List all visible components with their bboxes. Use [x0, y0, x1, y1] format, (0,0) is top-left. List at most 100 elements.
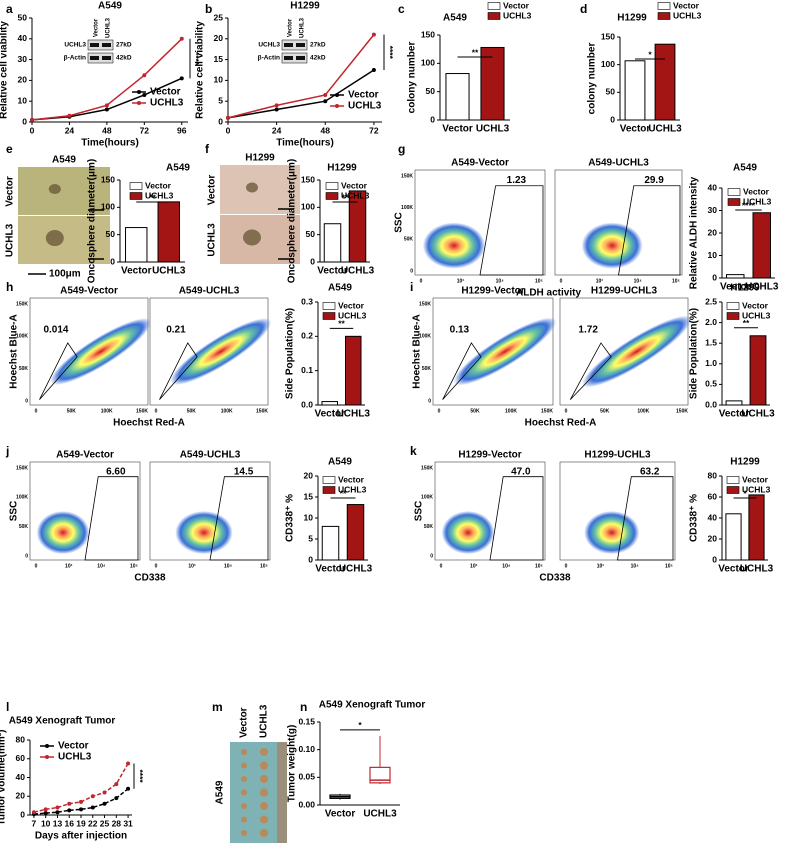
y-tick-label: 100K: [401, 205, 413, 211]
tumor: [260, 802, 268, 810]
band: [90, 56, 99, 60]
y-tick-label: 0.1: [301, 365, 313, 375]
significance: *: [743, 488, 747, 498]
legend-label: UCHL3: [341, 190, 370, 200]
legend-label: UCHL3: [503, 10, 532, 20]
plot-title: A549-UCHL3: [180, 450, 241, 461]
legend-label: Vector: [338, 300, 365, 310]
y-tick-label: 10: [214, 75, 224, 85]
x-tick-label: UCHL3: [648, 124, 682, 135]
y-tick-label: 100: [301, 202, 315, 212]
tumor: [260, 748, 268, 756]
density: [582, 315, 692, 388]
x-tick-label: 10⁵: [535, 563, 544, 569]
y-tick-label: 0.5: [705, 379, 717, 389]
blot-row-label: β-Actin: [258, 55, 280, 62]
plot-title: A549-UCHL3: [179, 286, 240, 297]
density: [170, 318, 272, 385]
x-tick-label: 0: [155, 563, 158, 569]
y-tick-label: 50K: [424, 524, 434, 530]
lane-label: UCHL3: [300, 17, 306, 38]
significance: ****: [385, 46, 395, 60]
x-tick-label: 22: [88, 818, 98, 828]
point: [55, 805, 60, 810]
blot-size: 27kD: [310, 42, 326, 49]
point: [102, 801, 107, 806]
point: [179, 36, 184, 41]
legend-label: Vector: [503, 0, 530, 10]
density: [453, 317, 557, 386]
legend-swatch: [727, 198, 741, 206]
x-tick-label: 50K: [67, 408, 77, 414]
x-axis-label: Hoechst Red-A: [113, 418, 185, 429]
significance: **: [472, 47, 479, 57]
chart-title: A549: [328, 283, 352, 294]
gate: [159, 342, 198, 400]
bar: [348, 190, 367, 263]
chart-title: H1299: [327, 163, 357, 174]
x-tick-label: 0: [35, 563, 38, 569]
legend-swatch: [726, 312, 740, 320]
chart-title: A549: [328, 457, 352, 468]
density: [584, 511, 640, 555]
legend-swatch: [487, 12, 501, 20]
bar: [480, 46, 505, 121]
y-tick-label: 150: [301, 174, 315, 184]
y-tick-label: 20: [708, 533, 718, 543]
y-tick-label: 30: [18, 54, 28, 64]
photo: [18, 216, 110, 264]
tumor: [241, 816, 247, 823]
x-tick-label: 0: [438, 408, 441, 414]
y-tick-label: 150K: [421, 465, 433, 471]
point: [55, 810, 60, 815]
plot-title: A549-Vector: [56, 450, 114, 461]
panel-letter: n: [300, 700, 307, 714]
y-tick-label: 20: [304, 470, 314, 480]
x-tick-label: Vector: [121, 266, 152, 277]
x-tick-label: 10³: [470, 563, 478, 569]
y-tick-label: 50: [426, 86, 436, 96]
point: [142, 92, 147, 97]
y-tick-label: 0: [218, 116, 223, 126]
significance: **: [149, 192, 156, 202]
legend-swatch: [322, 486, 336, 494]
significance: **: [338, 319, 345, 329]
y-tick-label: 1.5: [705, 337, 717, 347]
point: [126, 786, 131, 791]
photo: [220, 165, 300, 214]
chart-title: A549: [443, 13, 467, 24]
y-tick-label: 0: [430, 553, 433, 559]
lane-label: UCHL3: [106, 17, 112, 38]
gate-value: 1.72: [578, 325, 598, 336]
blot-row-label: β-Actin: [64, 55, 86, 62]
y-tick-label: 100K: [421, 495, 433, 501]
x-tick-label: 150K: [256, 408, 268, 414]
x-tick-label: 10³: [457, 278, 465, 284]
y-tick-label: 50K: [404, 237, 414, 243]
column-label: UCHL3: [259, 704, 270, 738]
panel-letter: h: [6, 280, 13, 294]
y-tick-label: 0: [712, 272, 717, 282]
significance: **: [743, 318, 750, 328]
x-tick-label: 10⁵: [672, 278, 681, 284]
point: [67, 808, 72, 813]
x-tick-label: Vector: [314, 409, 345, 420]
series-line: [33, 788, 129, 815]
legend-marker: [45, 744, 49, 748]
y-tick-label: 60: [16, 753, 26, 763]
point: [179, 76, 184, 81]
point: [79, 799, 83, 804]
plot-title: A549-Vector: [451, 158, 509, 169]
point: [371, 68, 376, 72]
blot-size: 42kD: [310, 55, 326, 62]
x-tick-label: 48: [102, 125, 112, 135]
x-tick-label: 10⁴: [631, 563, 640, 569]
bar: [752, 212, 771, 279]
y-tick-label: 0.0: [705, 399, 717, 409]
chart-title: H1299: [730, 283, 760, 294]
x-tick-label: 96: [177, 125, 187, 135]
x-tick-label: Vector: [325, 809, 356, 820]
gate-value: 0.014: [43, 325, 68, 336]
gate: [442, 342, 482, 400]
y-tick-label: 80: [708, 470, 718, 480]
